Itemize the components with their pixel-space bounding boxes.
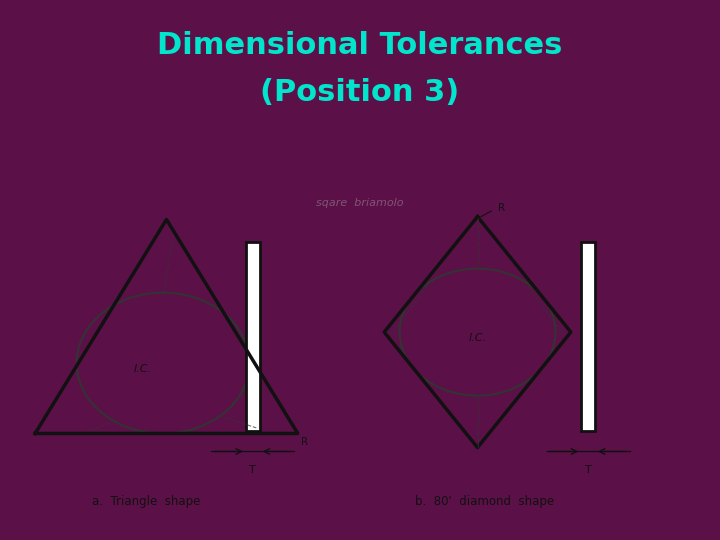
Text: T: T xyxy=(585,464,591,475)
Text: (Position 3): (Position 3) xyxy=(261,78,459,107)
Text: R: R xyxy=(498,203,505,213)
Bar xyxy=(581,242,595,431)
Text: sqare  briamolo: sqare briamolo xyxy=(316,198,404,207)
Text: Dimensional Tolerances: Dimensional Tolerances xyxy=(157,31,563,59)
Text: I.C.: I.C. xyxy=(133,364,151,374)
Text: T: T xyxy=(250,464,256,475)
Text: I.C.: I.C. xyxy=(469,333,487,343)
Text: R: R xyxy=(301,437,308,447)
Text: b.  80'  diamond  shape: b. 80' diamond shape xyxy=(415,495,554,508)
Text: a.  Triangle  shape: a. Triangle shape xyxy=(91,495,200,508)
Bar xyxy=(246,242,260,431)
